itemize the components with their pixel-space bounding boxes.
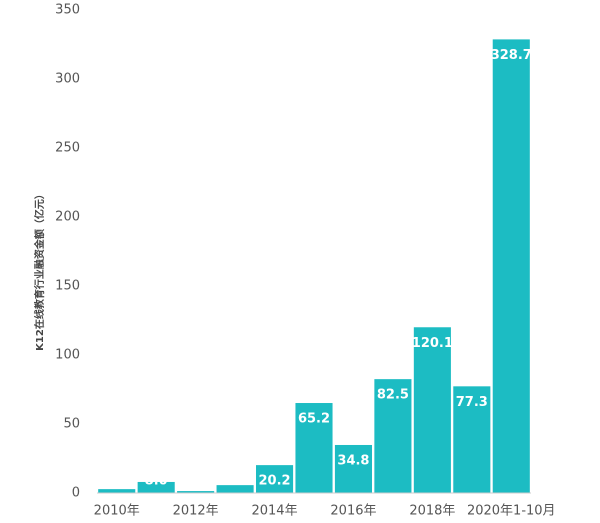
y-axis-label: K12在线教育行业融资金额（亿元） bbox=[33, 189, 46, 351]
value-label: 328.7 bbox=[491, 48, 532, 63]
value-label: 20.2 bbox=[259, 474, 291, 489]
bar bbox=[177, 491, 215, 493]
x-tick-label: 2012年 bbox=[173, 504, 219, 519]
bar bbox=[295, 403, 333, 493]
bar bbox=[453, 386, 491, 493]
value-label: 77.3 bbox=[456, 395, 488, 410]
value-label: 82.5 bbox=[377, 388, 409, 403]
y-tick-label: 350 bbox=[55, 3, 80, 18]
bar bbox=[98, 489, 136, 493]
y-tick-label: 300 bbox=[55, 72, 80, 87]
value-label: 5.7 bbox=[224, 474, 247, 489]
value-label: 65.2 bbox=[298, 412, 330, 427]
value-label: 8.0 bbox=[145, 474, 168, 489]
value-label: 2.8 bbox=[105, 474, 128, 489]
bar bbox=[374, 379, 412, 493]
bar bbox=[334, 444, 372, 493]
x-tick-label: 2020年1-10月 bbox=[467, 504, 556, 519]
bar bbox=[256, 465, 294, 493]
y-tick-label: 200 bbox=[55, 210, 80, 225]
y-tick-label: 0 bbox=[72, 486, 80, 501]
x-tick-label: 2016年 bbox=[330, 504, 376, 519]
y-tick-label: 150 bbox=[55, 279, 80, 294]
bar bbox=[492, 39, 530, 493]
y-tick-label: 100 bbox=[55, 348, 80, 363]
x-tick-label: 2010年 bbox=[94, 504, 140, 519]
bar bbox=[216, 485, 254, 493]
x-tick-label: 2014年 bbox=[251, 504, 297, 519]
bar bbox=[413, 327, 451, 493]
value-label: 34.8 bbox=[337, 453, 369, 468]
x-tick-label: 2018年 bbox=[409, 504, 455, 519]
y-tick-label: 250 bbox=[55, 141, 80, 156]
y-tick-label: 50 bbox=[63, 417, 80, 432]
value-label: 1.4 bbox=[184, 474, 207, 489]
bar bbox=[137, 481, 175, 493]
value-label: 120.1 bbox=[412, 336, 453, 351]
